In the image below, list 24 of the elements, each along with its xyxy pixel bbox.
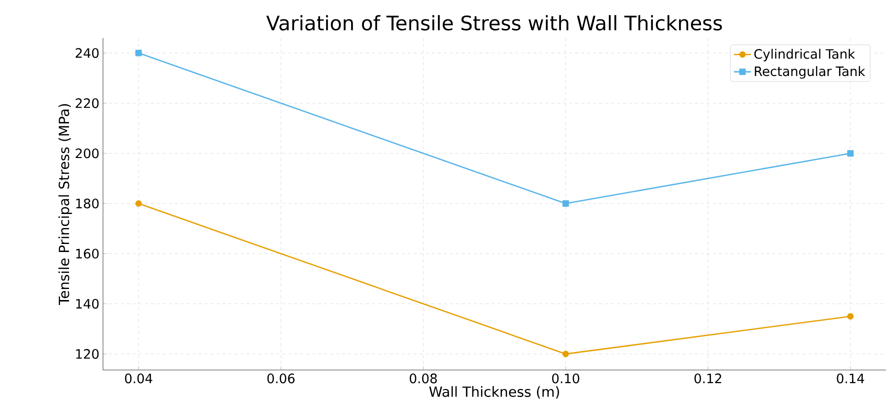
y-axis-title: Tensile Principal Stress (MPa) <box>58 104 72 306</box>
x-tick-label: 0.12 <box>694 374 722 384</box>
point <box>562 200 569 207</box>
x-axis-title: Wall Thickness (m) <box>429 386 560 399</box>
y-tick-label: 140 <box>76 298 99 309</box>
y-tick-label: 220 <box>76 98 99 108</box>
y-tick-label: 160 <box>76 248 99 259</box>
chart-title: Variation of Tensile Stress with Wall Thickness <box>266 15 722 30</box>
x-tick-label: 0.06 <box>267 374 295 384</box>
point <box>135 200 142 207</box>
x-tick-label: 0.10 <box>552 374 580 384</box>
x-tick-label: 0.08 <box>410 374 437 384</box>
x-tick-label: 0.14 <box>836 374 864 384</box>
y-tick-label: 120 <box>76 349 99 359</box>
y-tick-label: 240 <box>76 48 99 58</box>
y-tick-label: 200 <box>76 148 99 158</box>
point <box>135 50 142 56</box>
legend-label: Cylindrical Tank <box>754 48 856 62</box>
x-tick-label: 0.04 <box>125 374 152 384</box>
point <box>562 350 569 358</box>
point <box>847 150 854 157</box>
y-tick-label: 180 <box>76 198 99 208</box>
legend-label: Rectangular Tank <box>754 66 866 79</box>
point <box>847 313 854 320</box>
